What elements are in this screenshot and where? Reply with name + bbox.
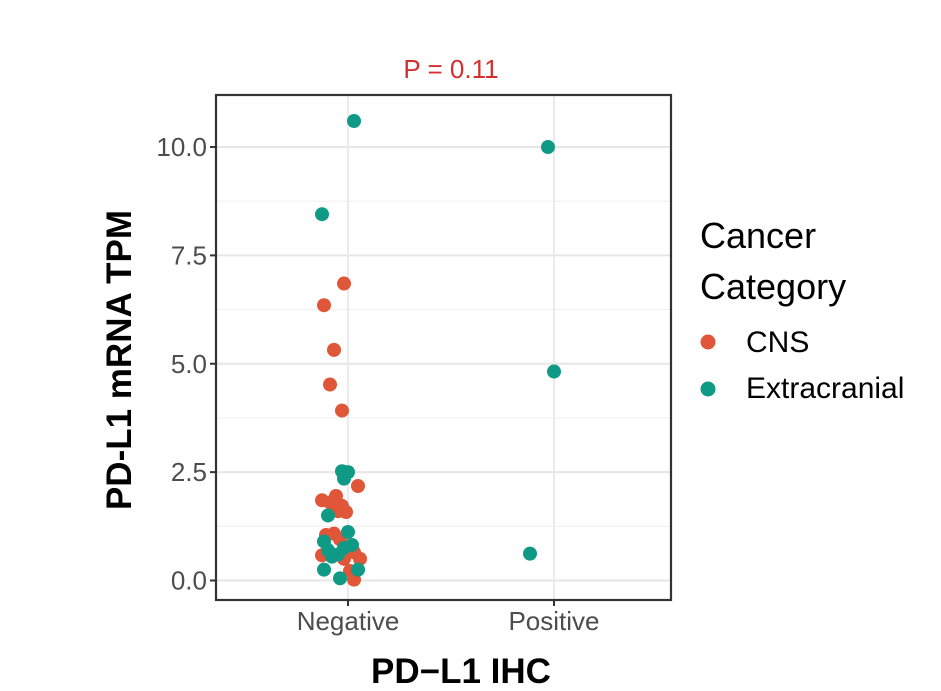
- data-point-extracranial: [341, 524, 355, 539]
- y-tick-label: 5.0: [171, 349, 207, 379]
- p-value-title: P = 0.11: [403, 54, 498, 84]
- legend-label-cns: CNS: [746, 326, 809, 359]
- data-point-cns: [335, 403, 349, 418]
- legend-key-cns: [700, 334, 716, 350]
- data-point-extracranial: [547, 364, 561, 379]
- data-point-cns: [317, 298, 331, 313]
- y-tick-label: 7.5: [171, 240, 207, 270]
- legend-label-extracranial: Extracranial: [746, 372, 904, 405]
- data-point-extracranial: [321, 508, 335, 523]
- data-point-extracranial: [337, 471, 351, 486]
- x-tick-label: Positive: [508, 606, 599, 636]
- x-axis-title: PD−L1 IHC: [371, 652, 551, 691]
- data-point-extracranial: [315, 207, 329, 222]
- data-point-cns: [353, 551, 367, 566]
- data-point-cns: [351, 478, 365, 493]
- data-point-cns: [339, 505, 353, 520]
- legend-title-line-2: Category: [700, 266, 846, 307]
- x-tick-label: Negative: [297, 606, 400, 636]
- y-axis-title: PD-L1 mRNA TPM: [100, 210, 139, 510]
- data-point-cns: [337, 276, 351, 291]
- plot-panel-border: [214, 93, 673, 602]
- data-point-cns: [327, 342, 341, 357]
- legend-title-line-1: Cancer: [700, 215, 816, 256]
- y-tick-label: 0.0: [171, 565, 207, 595]
- data-point-extracranial: [333, 571, 347, 586]
- data-point-cns: [323, 377, 337, 392]
- data-point-extracranial: [317, 562, 331, 577]
- y-tick-label: 2.5: [171, 457, 207, 487]
- data-points: [315, 114, 561, 587]
- data-point-extracranial: [523, 546, 537, 561]
- axes: 0.0 2.5 5.0 7.5 10.0 Negative Positive: [156, 132, 599, 636]
- legend-key-extracranial: [700, 381, 716, 397]
- data-point-extracranial: [351, 562, 365, 577]
- legend: Cancer Category CNS Extracranial: [700, 215, 904, 405]
- data-point-extracranial: [345, 537, 359, 552]
- data-point-extracranial: [347, 114, 361, 129]
- y-tick-label: 10.0: [156, 132, 207, 162]
- grid-lines: [216, 95, 671, 600]
- data-point-extracranial: [541, 140, 555, 155]
